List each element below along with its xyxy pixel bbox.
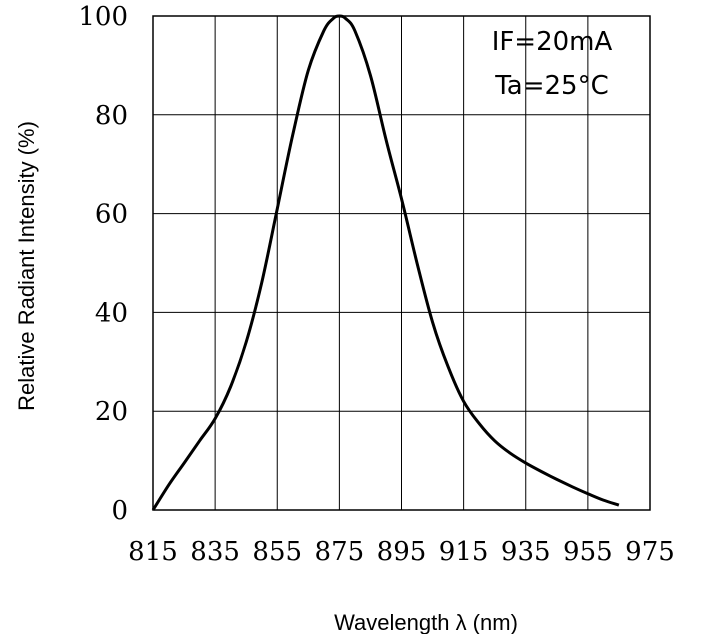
y-tick-label: 0 [111, 496, 128, 526]
y-tick-label: 100 [78, 2, 128, 32]
y-tick-label: 60 [95, 200, 128, 230]
x-axis-label: Wavelength λ (nm) [334, 610, 518, 634]
x-tick-label: 895 [377, 537, 427, 567]
intensity-curve [151, 14, 620, 511]
y-axis-label: Relative Radiant Intensity (%) [14, 121, 39, 411]
x-tick-label: 935 [501, 537, 551, 567]
x-tick-label: 975 [625, 537, 675, 567]
x-tick-labels: 815 835 855 875 895 915 935 955 975 [128, 537, 675, 567]
x-tick-label: 855 [252, 537, 302, 567]
y-tick-label: 80 [95, 101, 128, 131]
x-tick-label: 875 [315, 537, 365, 567]
grid [152, 15, 651, 511]
y-tick-label: 20 [95, 397, 128, 427]
y-tick-label: 40 [95, 298, 128, 328]
x-tick-label: 915 [439, 537, 489, 567]
plot-frame [152, 15, 651, 511]
x-tick-label: 815 [128, 537, 178, 567]
current-annotation: IF=20mA [492, 27, 613, 57]
temperature-annotation: Ta=25°C [494, 71, 609, 101]
x-tick-label: 835 [190, 537, 240, 567]
y-tick-labels: 0 20 40 60 80 100 [78, 2, 128, 526]
x-tick-label: 955 [563, 537, 613, 567]
